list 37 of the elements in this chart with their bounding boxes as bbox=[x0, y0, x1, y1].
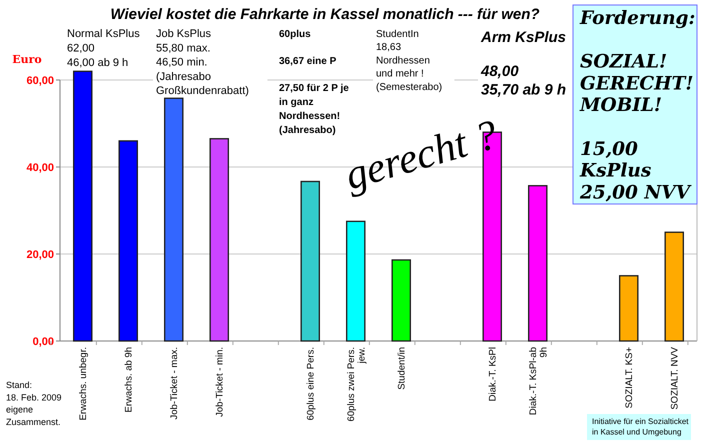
annotation: 48,00 35,70 ab 9 h bbox=[480, 63, 566, 98]
bar bbox=[664, 232, 684, 342]
text: 36,67 eine P bbox=[279, 56, 337, 67]
chart-title: Wieviel kostet die Fahrkarte in Kassel monatlich --- für wen? bbox=[110, 6, 540, 23]
text: Initiative für ein Sozialticket in Kassel und Umgebung bbox=[592, 417, 690, 436]
bar bbox=[210, 138, 229, 342]
x-tick-label: SOZIALT. NVV bbox=[670, 346, 681, 410]
x-tick-label: 60plus zwei Pers. jew. bbox=[346, 347, 368, 422]
bar bbox=[73, 70, 92, 342]
annotation: StudentIn 18,63 Nordhessen und mehr ! (Semesterabo) bbox=[376, 29, 442, 93]
annotation: Job KsPlus 55,80 max. 46,50 min. (Jahresabo Großkundenrabatt) bbox=[156, 28, 249, 98]
text: Normal KsPlus 62,00 46,00 ab 9 h bbox=[67, 28, 140, 69]
bar bbox=[619, 275, 638, 342]
x-tick-label: Erwachs. ab 9h bbox=[124, 347, 135, 412]
text: Stand: 18. Feb. 2009 eigene Zusammenst. bbox=[6, 380, 62, 427]
text: Arm KsPlus bbox=[480, 29, 566, 46]
y-tick-label: 0,00 bbox=[32, 336, 54, 348]
bar bbox=[528, 185, 548, 342]
bar bbox=[300, 180, 320, 342]
y-tick-label: 20,00 bbox=[26, 248, 54, 261]
bar bbox=[118, 140, 138, 342]
text: Forderung: SOZIAL! GERECHT! MOBIL! 15,00 KsPlus 25,00 NVV bbox=[580, 8, 696, 204]
y-tick-label: 40,00 bbox=[26, 162, 54, 174]
x-tick-label: Diak.-T. KsPl-ab 9h bbox=[528, 347, 550, 416]
bar bbox=[164, 98, 184, 342]
x-tick-label: 60plus eine Pers. bbox=[306, 347, 317, 420]
x-tick-label: Diak.-T. KsPl bbox=[488, 347, 499, 402]
x-tick-label: SOZIALT. KS+ bbox=[624, 346, 636, 408]
x-tick-label: Student/in bbox=[396, 347, 408, 390]
y-axis-title: Euro bbox=[12, 53, 42, 66]
bar bbox=[346, 220, 366, 342]
x-tick-label: Job-Ticket - max. bbox=[169, 347, 180, 420]
text: 60plus bbox=[279, 29, 312, 40]
x-tick-label: Job-Ticket - min. bbox=[214, 347, 226, 417]
y-tick-label: 60,00 bbox=[26, 74, 54, 87]
bar bbox=[392, 259, 411, 342]
x-tick-label: Erwachs. unbegr. bbox=[78, 347, 90, 420]
